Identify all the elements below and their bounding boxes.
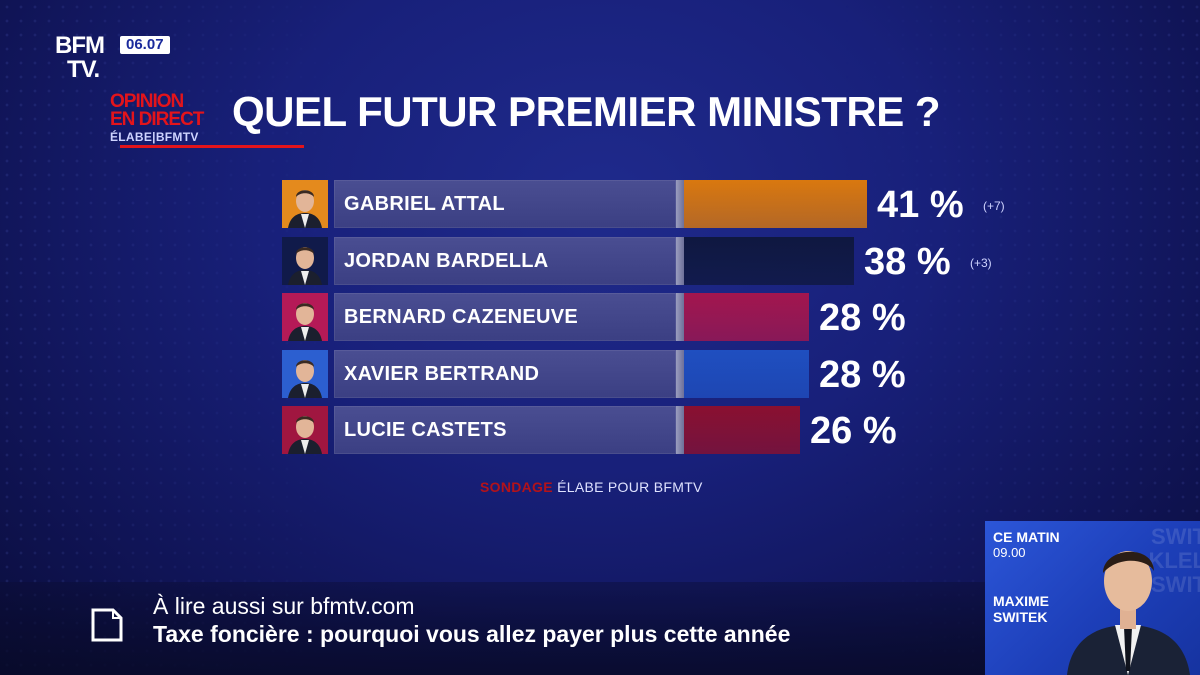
candidate-portrait <box>282 349 328 398</box>
poll-value-label: 41 % <box>877 184 964 226</box>
poll-bar <box>684 236 854 285</box>
bar-separator <box>676 293 684 341</box>
poll-row: GABRIEL ATTAL 41 % (+7) <box>282 180 1042 228</box>
source-line: SONDAGE ÉLABE POUR BFMTV <box>480 479 703 495</box>
headline-underline <box>120 145 304 148</box>
document-icon <box>91 608 123 642</box>
poll-bar <box>684 406 800 454</box>
source-label: SONDAGE <box>480 479 553 495</box>
bar-separator <box>676 236 684 285</box>
source-text: ÉLABE POUR BFMTV <box>557 479 703 495</box>
inset-watermark: SWIT KLEL SWIT <box>1148 524 1200 597</box>
poll-bar <box>684 293 809 341</box>
poll-row: BERNARD CAZENEUVE 28 % <box>282 293 1042 341</box>
poll-row: XAVIER BERTRAND 28 % <box>282 349 1042 398</box>
bar-separator <box>676 349 684 398</box>
poll-bar <box>684 349 809 398</box>
opinion-badge: OPINION EN DIRECT ÉLABE|BFMTV <box>110 91 222 144</box>
candidate-name: LUCIE CASTETS <box>344 419 507 441</box>
poll-value-label: 28 % <box>819 297 906 339</box>
ticker-line2[interactable]: Taxe foncière : pourquoi vous allez paye… <box>153 621 791 647</box>
logo-text-tv: TV. <box>67 56 100 83</box>
poll-row: LUCIE CASTETS 26 % <box>282 406 1042 454</box>
poll-bar <box>684 180 867 228</box>
bar-separator <box>676 406 684 454</box>
logo-text-bfm: BFM <box>55 32 105 59</box>
candidate-name-box: LUCIE CASTETS <box>334 406 676 454</box>
ticker-bar <box>0 582 985 675</box>
candidate-name: BERNARD CAZENEUVE <box>344 306 579 328</box>
candidate-name-box: JORDAN BARDELLA <box>334 236 676 285</box>
candidate-name-box: GABRIEL ATTAL <box>334 180 676 228</box>
candidate-portrait <box>282 180 328 228</box>
inset-time: 09.00 <box>993 545 1026 560</box>
inset-host-last: SWITEK <box>993 609 1048 625</box>
host-inset: SWIT KLEL SWIT CE MATIN 09.00 MAXIME SWITE… <box>985 521 1200 675</box>
bfmtv-logo: BFM TV. <box>55 34 187 86</box>
candidate-name: JORDAN BARDELLA <box>344 249 549 272</box>
clock: 06.07 <box>120 36 170 54</box>
host-portrait <box>1067 551 1190 675</box>
page-title: QUEL FUTUR PREMIER MINISTRE ? <box>232 88 941 135</box>
candidate-name: GABRIEL ATTAL <box>344 193 505 215</box>
poll-change-label: (+7) <box>983 199 1005 213</box>
poll-row: JORDAN BARDELLA 38 % (+3) <box>282 236 1042 285</box>
badge-line2: EN DIRECT <box>110 109 204 130</box>
bar-separator <box>676 180 684 228</box>
candidate-name-box: BERNARD CAZENEUVE <box>334 293 676 341</box>
inset-show: CE MATIN <box>993 529 1060 545</box>
badge-sub: ÉLABE|BFMTV <box>110 130 199 144</box>
candidate-portrait <box>282 236 328 285</box>
candidate-portrait <box>282 406 328 454</box>
candidate-portrait <box>282 293 328 341</box>
poll-value-label: 38 % <box>864 240 951 283</box>
badge-line1: OPINION <box>110 91 184 112</box>
ticker-line1[interactable]: À lire aussi sur bfmtv.com <box>153 593 415 619</box>
inset-host-first: MAXIME <box>993 593 1049 609</box>
poll-value-label: 26 % <box>810 410 897 452</box>
candidate-name: XAVIER BERTRAND <box>344 362 540 385</box>
poll-value-label: 28 % <box>819 353 906 396</box>
candidate-name-box: XAVIER BERTRAND <box>334 349 676 398</box>
poll-change-label: (+3) <box>970 255 992 270</box>
